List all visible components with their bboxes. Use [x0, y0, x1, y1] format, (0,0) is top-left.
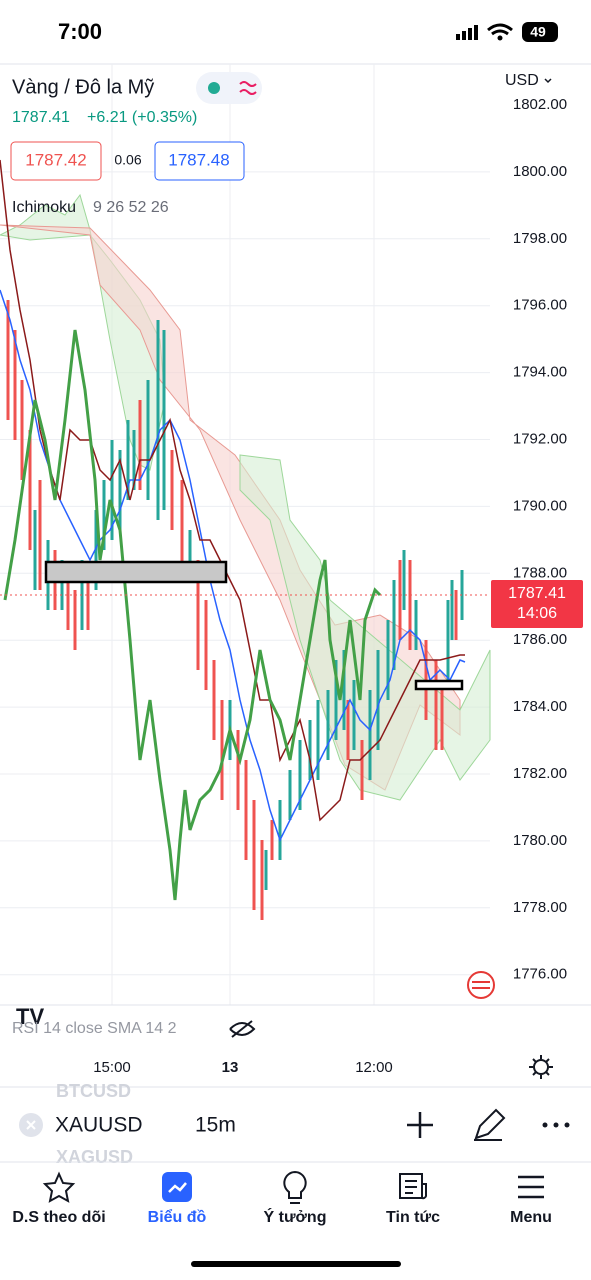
- kijun-line: [0, 159, 465, 822]
- home-indicator: [191, 1261, 401, 1267]
- time-axis-label: 12:00: [355, 1059, 393, 1076]
- draw-button[interactable]: [474, 1108, 506, 1141]
- nav-label[interactable]: D.S theo dõi: [12, 1209, 105, 1226]
- ask-box[interactable]: [154, 141, 245, 181]
- price-axis-label: 1794.00: [513, 364, 567, 381]
- time-axis-label: 13: [222, 1059, 239, 1076]
- more-button[interactable]: [542, 1122, 570, 1128]
- price-tag-countdown: 14:06: [517, 605, 557, 622]
- nav-icon-news: [399, 1173, 427, 1200]
- currency[interactable]: USD: [505, 72, 539, 89]
- price-axis-label: 1778.00: [513, 899, 567, 916]
- nav-label[interactable]: Biểu đồ: [148, 1208, 207, 1226]
- tv-logo: TV: [16, 1004, 44, 1029]
- status-time: 7:00: [58, 19, 102, 44]
- us-flag-icon[interactable]: [467, 971, 495, 999]
- nav-icon-ideas: [283, 1171, 307, 1204]
- drawn-rectangle: [414, 679, 464, 691]
- rsi-label[interactable]: RSI 14 close SMA 14 2: [12, 1020, 177, 1037]
- nav-label[interactable]: Menu: [510, 1209, 552, 1226]
- indicator-name[interactable]: Ichimoku: [12, 199, 76, 216]
- symbol-title: Vàng / Đô la Mỹ: [12, 76, 154, 98]
- price-axis-label: 1780.00: [513, 832, 567, 849]
- bid-box[interactable]: [10, 141, 102, 181]
- interval[interactable]: 15m: [195, 1114, 236, 1137]
- bid-price: 1787.42: [25, 150, 86, 169]
- tenkan-line: [0, 289, 466, 842]
- ask-price: 1787.48: [168, 150, 229, 169]
- nav-icon-menu: [518, 1175, 544, 1199]
- next-symbol[interactable]: XAGUSD: [56, 1147, 133, 1167]
- price-axis-label: 1790.00: [513, 497, 567, 514]
- spread: 0.06: [114, 152, 141, 168]
- symbol[interactable]: XAUUSD: [55, 1114, 143, 1137]
- dropdown-caret: [544, 78, 552, 84]
- time-axis-label: 15:00: [93, 1059, 131, 1076]
- candles-down: [6, 300, 458, 920]
- indicator-params: 9 26 52 26: [93, 199, 169, 216]
- chikou-line: [3, 329, 382, 901]
- price-axis-label: 1792.00: [513, 430, 567, 447]
- price-change: +6.21 (+0.35%): [87, 109, 197, 126]
- price-axis-label: 1796.00: [513, 297, 567, 314]
- price-axis-label: 1776.00: [513, 966, 567, 983]
- add-button[interactable]: [407, 1112, 433, 1138]
- price-axis-label: 1788.00: [513, 564, 567, 581]
- nav-label[interactable]: Tin tức: [386, 1209, 440, 1226]
- settings-icon[interactable]: [529, 1055, 553, 1079]
- nav-icon-watchlist: [42, 1171, 76, 1203]
- price-tag: [491, 580, 583, 628]
- drawn-rectangle: [44, 560, 228, 584]
- price-axis-label: 1784.00: [513, 698, 567, 715]
- nav-icon-chart-line: [168, 1182, 187, 1193]
- previous-symbol[interactable]: BTCUSD: [56, 1081, 131, 1101]
- candles-up: [33, 320, 464, 890]
- flag-stripes: [472, 981, 490, 989]
- price-axis-label: 1786.00: [513, 631, 567, 648]
- market-status[interactable]: [196, 72, 262, 104]
- last-price: 1787.41: [12, 109, 70, 126]
- delayed-icon: [239, 81, 257, 95]
- hide-icon[interactable]: [229, 1020, 256, 1038]
- market-open-dot: [208, 82, 220, 94]
- battery-level: 49: [530, 24, 546, 40]
- status-icons: [456, 22, 558, 42]
- price-axis-label: 1782.00: [513, 765, 567, 782]
- nav-label[interactable]: Ý tưởng: [264, 1207, 327, 1226]
- price-axis-label: 1798.00: [513, 230, 567, 247]
- price-axis-label: 1800.00: [513, 163, 567, 180]
- price-tag-price: 1787.41: [508, 585, 566, 602]
- clear-x: [26, 1120, 36, 1130]
- price-axis-label: 1802.00: [513, 96, 567, 113]
